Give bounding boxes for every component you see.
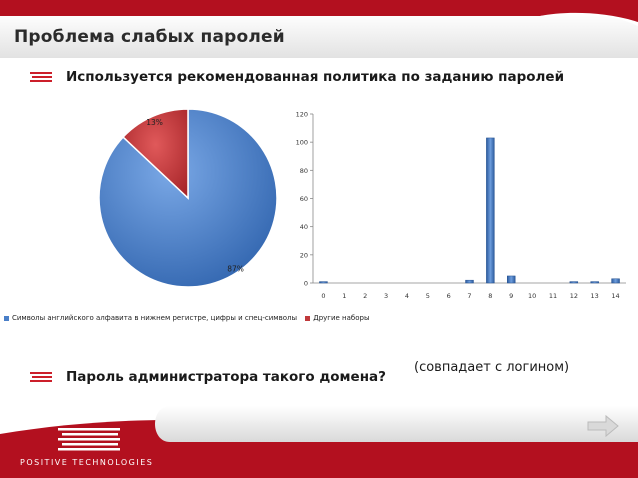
bar-12 xyxy=(569,281,579,284)
x-tick-label: 10 xyxy=(528,292,536,300)
bullet-policy-text: Используется рекомендованная политика по… xyxy=(66,69,565,85)
company-logo-text: POSITIVE TECHNOLOGIES xyxy=(20,458,154,467)
x-tick-label: 11 xyxy=(549,292,557,300)
bar-0 xyxy=(319,281,328,284)
bullet-admin-password-text: Пароль администратора такого домена? xyxy=(66,369,386,385)
side-note: (совпадает с логином) xyxy=(414,360,570,375)
legend-item-lowercase: Символы английского алфавита в нижнем ре… xyxy=(4,314,297,322)
pie-legend: Символы английского алфавита в нижнем ре… xyxy=(4,314,375,322)
x-tick-label: 4 xyxy=(405,292,409,300)
y-tick-label: 20 xyxy=(300,251,308,259)
y-tick-label: 60 xyxy=(300,195,308,203)
bar-7 xyxy=(465,279,474,284)
y-tick-label: 100 xyxy=(296,139,308,147)
y-tick-label: 40 xyxy=(300,223,308,231)
x-tick-label: 8 xyxy=(488,292,492,300)
pie-chart: 87% 13% xyxy=(98,108,278,288)
x-tick-label: 13 xyxy=(591,292,599,300)
x-tick-label: 14 xyxy=(611,292,619,300)
slide-title: Проблема слабых паролей xyxy=(14,27,285,47)
bar-9 xyxy=(507,275,516,284)
bullet-lines-icon xyxy=(30,372,52,384)
x-tick-label: 0 xyxy=(321,292,325,300)
x-tick-label: 7 xyxy=(467,292,471,300)
header-band xyxy=(0,0,638,60)
arrow-right-icon[interactable] xyxy=(586,413,620,439)
x-tick-label: 1 xyxy=(342,292,346,300)
x-tick-label: 3 xyxy=(384,292,388,300)
bar-14 xyxy=(611,278,620,284)
legend-swatch-red xyxy=(305,315,311,321)
pie-data-label: 87% xyxy=(227,265,244,274)
pie-data-label: 13% xyxy=(146,118,163,127)
x-tick-label: 2 xyxy=(363,292,367,300)
footer-band xyxy=(0,406,638,478)
x-tick-label: 12 xyxy=(570,292,578,300)
positive-technologies-logo-icon xyxy=(58,428,120,451)
y-tick-label: 0 xyxy=(304,280,308,288)
y-tick-label: 80 xyxy=(300,167,308,175)
bar-13 xyxy=(590,281,599,284)
x-tick-label: 9 xyxy=(509,292,513,300)
legend-item-other: Другие наборы xyxy=(305,314,369,322)
legend-label-other: Другие наборы xyxy=(313,314,370,322)
y-tick-label: 120 xyxy=(296,111,308,119)
legend-label-lowercase: Символы английского алфавита в нижнем ре… xyxy=(12,314,297,322)
pie-slice-other xyxy=(122,108,189,200)
x-tick-label: 5 xyxy=(426,292,430,300)
x-tick-label: 6 xyxy=(447,292,451,300)
bar-8 xyxy=(486,137,495,284)
bullet-lines-icon xyxy=(30,72,52,84)
legend-swatch-blue xyxy=(4,315,9,321)
